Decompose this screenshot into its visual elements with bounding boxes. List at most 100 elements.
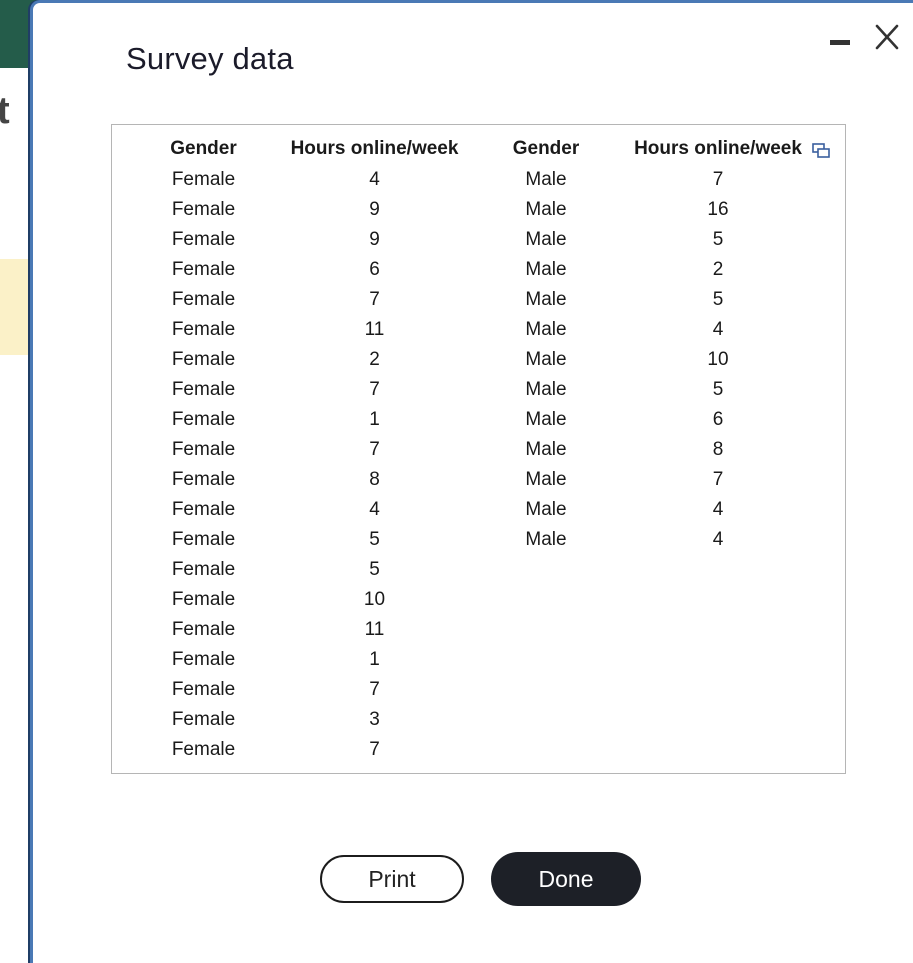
female-gender-cell: Female [171, 199, 236, 220]
female-gender-cell: Female [171, 289, 236, 310]
female-gender-cell: Female [171, 739, 236, 760]
print-button[interactable]: Print [320, 855, 464, 903]
female-hours-cell: 1 [369, 409, 380, 430]
table-row: Female 11 Male 4 [112, 315, 845, 345]
male-gender-cell [464, 585, 628, 615]
female-hours-cell: 10 [363, 589, 386, 610]
male-hours-cell: 7 [712, 469, 724, 490]
male-hours-cell: 10 [707, 349, 729, 370]
male-hours-cell: 5 [712, 379, 724, 400]
table-row: Female 7 Male 5 [112, 375, 845, 405]
female-gender-cell: Female [171, 589, 236, 610]
table-row: Female 8 Male 7 [112, 465, 845, 495]
female-hours-cell: 7 [369, 379, 380, 400]
female-gender-cell: Female [171, 379, 236, 400]
male-gender-cell: Male [525, 499, 567, 520]
column-header-gender-male: Gender [512, 138, 580, 159]
female-hours-cell: 7 [369, 679, 380, 700]
female-hours-cell: 5 [369, 529, 380, 550]
male-gender-cell [464, 735, 628, 765]
table-row: Female 10 [112, 585, 845, 615]
female-hours-cell: 2 [369, 349, 380, 370]
female-hours-cell: 3 [369, 709, 380, 730]
female-hours-cell: 9 [369, 229, 380, 250]
female-gender-cell: Female [171, 529, 236, 550]
male-hours-cell: 8 [712, 439, 724, 460]
table-row: Female 11 [112, 615, 845, 645]
female-gender-cell: Female [171, 679, 236, 700]
male-hours-cell: 4 [712, 499, 724, 520]
male-hours-cell [628, 645, 808, 675]
male-hours-cell: 4 [712, 529, 724, 550]
male-hours-cell [628, 675, 808, 705]
female-hours-cell: 7 [369, 289, 380, 310]
close-icon[interactable] [874, 23, 900, 51]
table-row: Female 5 [112, 555, 845, 585]
dialog-title: Survey data [126, 41, 294, 76]
male-gender-cell: Male [525, 259, 567, 280]
female-hours-cell: 4 [369, 169, 380, 190]
female-hours-cell: 11 [364, 619, 385, 640]
female-hours-cell: 9 [369, 199, 380, 220]
male-hours-cell [628, 615, 808, 645]
female-hours-cell: 1 [369, 649, 380, 670]
male-hours-cell [628, 735, 808, 765]
table-row: Female 7 Male 5 [112, 285, 845, 315]
female-gender-cell: Female [171, 169, 236, 190]
female-gender-cell: Female [171, 439, 236, 460]
column-header-hours-male: Hours online/week [634, 138, 802, 159]
male-hours-cell: 7 [712, 169, 724, 190]
table-row: Female 1 Male 6 [112, 405, 845, 435]
female-gender-cell: Female [171, 499, 236, 520]
female-gender-cell: Female [171, 619, 236, 640]
male-gender-cell: Male [525, 469, 567, 490]
column-header-hours-female: Hours online/week [290, 138, 459, 159]
male-gender-cell: Male [525, 169, 567, 190]
male-hours-cell: 2 [712, 259, 724, 280]
table-row: Female 9 Male 5 [112, 225, 845, 255]
male-gender-cell: Male [525, 199, 567, 220]
table-row: Female 7 [112, 735, 845, 765]
male-gender-cell: Male [525, 229, 567, 250]
minimize-icon[interactable] [828, 29, 852, 53]
male-hours-cell: 16 [707, 199, 729, 220]
male-hours-cell [628, 555, 808, 585]
male-gender-cell [464, 675, 628, 705]
female-hours-cell: 7 [369, 439, 380, 460]
female-gender-cell: Female [171, 349, 236, 370]
column-header-gender-female: Gender [170, 138, 237, 159]
male-hours-cell: 6 [712, 409, 724, 430]
table-row: Female 4 Male 4 [112, 495, 845, 525]
male-gender-cell: Male [525, 289, 567, 310]
done-button[interactable]: Done [491, 852, 641, 906]
table-row: Female 2 Male 10 [112, 345, 845, 375]
male-gender-cell [464, 645, 628, 675]
male-gender-cell: Male [525, 349, 567, 370]
background-partial-text: t [0, 90, 10, 132]
female-gender-cell: Female [171, 319, 236, 340]
female-gender-cell: Female [171, 229, 236, 250]
table-row: Female 7 [112, 675, 845, 705]
survey-data-table: Gender Hours online/week Gender Hours on… [112, 125, 845, 765]
male-gender-cell [464, 615, 628, 645]
female-hours-cell: 4 [369, 499, 380, 520]
female-hours-cell: 5 [369, 559, 380, 580]
female-hours-cell: 8 [369, 469, 380, 490]
female-gender-cell: Female [171, 409, 236, 430]
table-row: Female 1 [112, 645, 845, 675]
table-row: Female 5 Male 4 [112, 525, 845, 555]
male-hours-cell: 5 [712, 289, 724, 310]
female-gender-cell: Female [171, 259, 236, 280]
male-gender-cell: Male [525, 379, 567, 400]
male-gender-cell: Male [525, 319, 567, 340]
copy-icon[interactable] [812, 143, 830, 159]
table-row: Female 9 Male 16 [112, 195, 845, 225]
male-hours-cell [628, 705, 808, 735]
male-gender-cell [464, 705, 628, 735]
background-highlight [0, 259, 30, 355]
male-hours-cell: 5 [712, 229, 724, 250]
female-gender-cell: Female [171, 709, 236, 730]
table-header-row: Gender Hours online/week Gender Hours on… [112, 125, 845, 165]
female-hours-cell: 6 [369, 259, 380, 280]
table-row: Female 3 [112, 705, 845, 735]
